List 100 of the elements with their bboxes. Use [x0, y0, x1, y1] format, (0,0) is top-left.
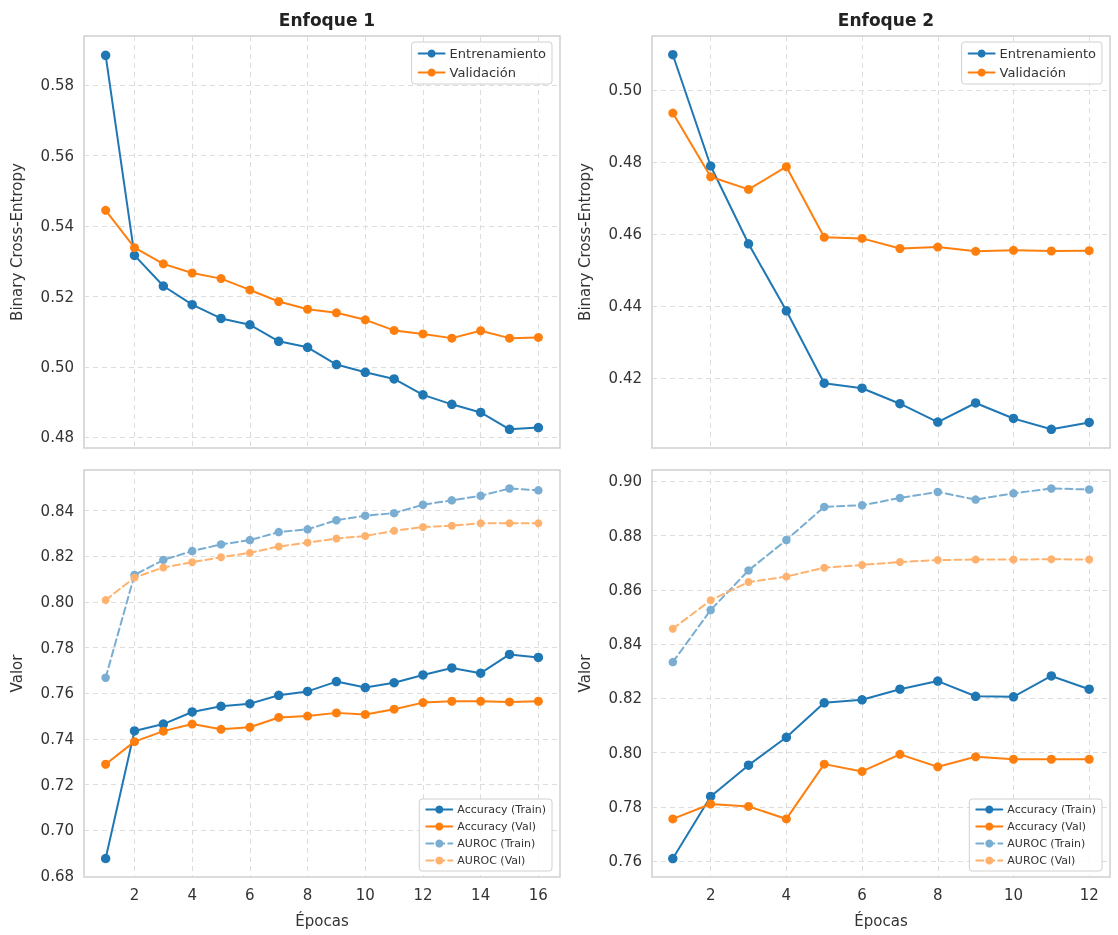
- point: [505, 484, 514, 493]
- point: [187, 299, 197, 310]
- point: [970, 691, 981, 702]
- x-tick-label: 10: [1003, 885, 1024, 904]
- point: [858, 560, 867, 569]
- point: [1008, 245, 1018, 255]
- point: [389, 374, 399, 384]
- point: [274, 527, 283, 537]
- point: [447, 663, 457, 673]
- point: [418, 670, 428, 680]
- point: [331, 308, 341, 318]
- x-tick-label: 10: [355, 885, 375, 904]
- point: [1084, 485, 1094, 494]
- y-tick-label: 0.78: [40, 638, 74, 657]
- point: [418, 390, 428, 400]
- point: [895, 493, 905, 503]
- point: [389, 678, 399, 688]
- point: [129, 250, 140, 261]
- point: [476, 326, 486, 336]
- point: [744, 801, 754, 811]
- point: [360, 367, 371, 378]
- x-tick-label: 2: [129, 885, 140, 904]
- point: [101, 673, 110, 682]
- point: [933, 242, 943, 252]
- point: [360, 315, 370, 325]
- point: [187, 268, 197, 278]
- legend-label: Validación: [999, 65, 1066, 80]
- x-axis-title: Épocas: [295, 910, 349, 930]
- point: [781, 814, 791, 824]
- point: [857, 233, 867, 243]
- point: [782, 535, 791, 545]
- point: [159, 563, 168, 572]
- point: [1009, 489, 1018, 498]
- point: [820, 563, 829, 572]
- point: [668, 624, 677, 633]
- y-tick-label: 0.72: [40, 775, 74, 794]
- point: [158, 259, 168, 269]
- point: [360, 709, 370, 719]
- point: [781, 306, 792, 316]
- point: [705, 161, 716, 171]
- point: [668, 814, 678, 824]
- point: [706, 172, 716, 182]
- point: [706, 605, 715, 615]
- point: [857, 695, 867, 705]
- point: [782, 572, 791, 581]
- point: [360, 682, 371, 693]
- x-tick-label: 6: [245, 885, 255, 904]
- point: [303, 711, 313, 721]
- point: [819, 759, 829, 769]
- point: [418, 523, 427, 532]
- point: [476, 696, 486, 706]
- point: [1046, 424, 1057, 435]
- point: [895, 749, 905, 759]
- y-tick-label: 0.50: [608, 81, 642, 100]
- point: [476, 519, 485, 528]
- point: [706, 596, 715, 605]
- point: [216, 701, 226, 711]
- point: [668, 49, 678, 60]
- y-tick-label: 0.78: [608, 798, 642, 816]
- point: [245, 320, 255, 330]
- point: [159, 555, 168, 565]
- point: [781, 732, 792, 743]
- point: [447, 496, 457, 505]
- point: [1008, 692, 1019, 702]
- x-tick-label: 4: [781, 885, 792, 904]
- x-tick-label: 8: [933, 885, 943, 904]
- point: [101, 205, 111, 215]
- point: [475, 668, 486, 678]
- y-axis-title: Valor: [7, 653, 26, 693]
- y-tick-label: 0.70: [40, 821, 74, 840]
- y-tick-label: 0.90: [608, 472, 642, 491]
- point: [895, 557, 904, 566]
- point: [475, 407, 486, 418]
- legend-label: Accuracy (Train): [1007, 803, 1097, 816]
- point: [274, 712, 284, 722]
- point: [819, 502, 829, 512]
- point: [971, 246, 981, 256]
- point: [895, 398, 905, 409]
- point: [668, 108, 678, 118]
- x-axis-title: Épocas: [854, 910, 908, 930]
- x-tick-label: 16: [528, 885, 548, 904]
- point: [274, 297, 284, 307]
- y-tick-label: 0.80: [40, 592, 74, 611]
- y-tick-label: 0.58: [40, 76, 74, 95]
- y-tick-label: 0.44: [608, 297, 642, 316]
- point: [706, 799, 716, 809]
- point: [781, 162, 791, 172]
- point: [743, 239, 754, 249]
- point: [744, 184, 754, 194]
- point: [668, 657, 678, 667]
- y-tick-label: 0.52: [40, 287, 74, 306]
- point: [819, 378, 829, 388]
- y-tick-label: 0.74: [40, 729, 74, 748]
- x-tick-label: 2: [705, 885, 716, 904]
- point: [302, 342, 313, 353]
- point: [970, 398, 981, 408]
- point: [933, 487, 943, 497]
- point: [1046, 671, 1057, 681]
- point: [1047, 555, 1056, 564]
- point: [129, 726, 140, 736]
